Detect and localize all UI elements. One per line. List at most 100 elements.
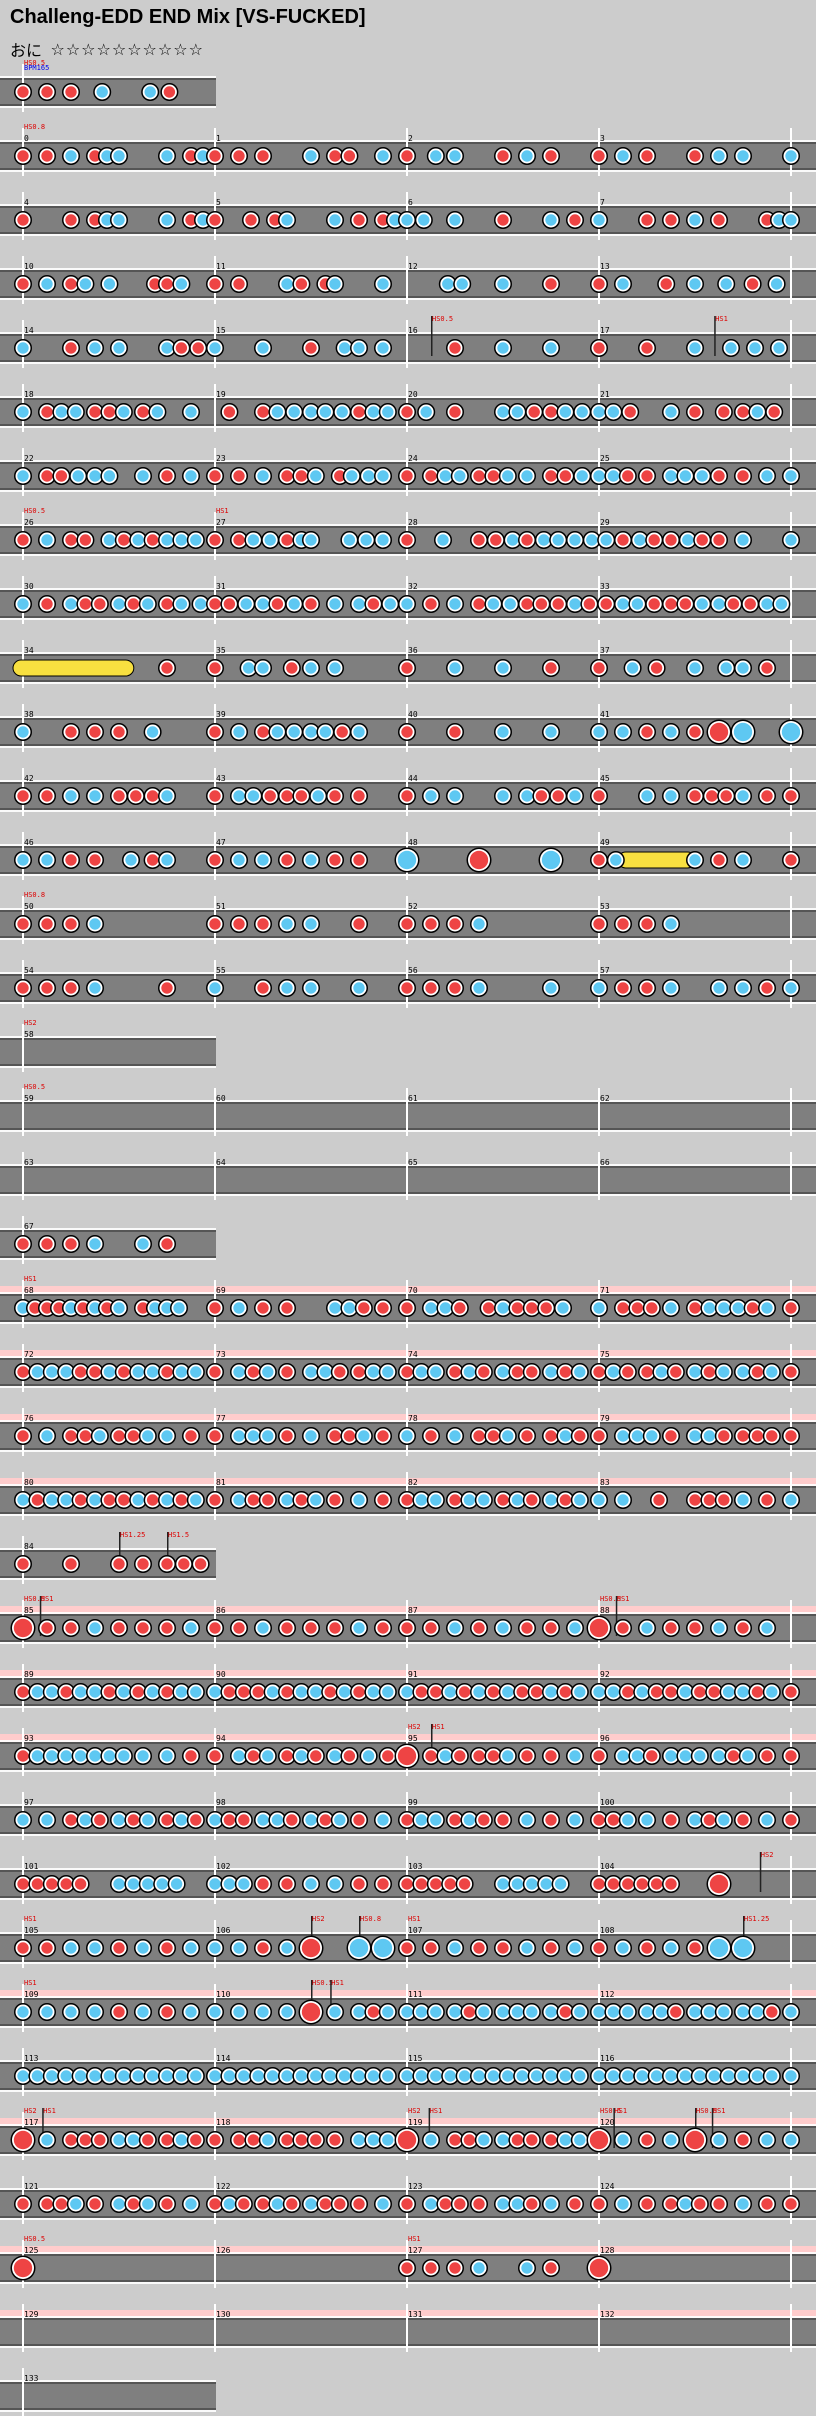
- chart-row-7-katsu-note: [65, 598, 77, 610]
- chart-row-26-bar-number: 97: [24, 1798, 34, 1807]
- chart-row-13-katsu-note: [665, 982, 677, 994]
- chart-row-23-don-note: [113, 1622, 125, 1634]
- chart-row-7-katsu-note: [142, 598, 154, 610]
- chart-row-32-don-note: [127, 2198, 140, 2210]
- chart-row-5-don-note: [295, 470, 308, 482]
- chart-row-27-katsu-note: [511, 1878, 524, 1890]
- chart-row-17-katsu-note: [89, 1238, 101, 1250]
- chart-row-24-don-note: [622, 1686, 634, 1698]
- chart-row-3-bar-number: 16: [408, 326, 418, 335]
- chart-row-18-bar-number: 70: [408, 1286, 418, 1295]
- chart-row-28-don-note: [301, 1938, 321, 1958]
- chart-row-25-katsu-note: [118, 1750, 130, 1762]
- chart-row-11-bar-number: 48: [408, 838, 418, 847]
- chart-row-21-don-note: [118, 1494, 130, 1506]
- chart-row-27-katsu-note: [497, 1878, 509, 1890]
- chart-row-27-bar-number: 102: [216, 1862, 231, 1871]
- chart-row-24-don-note: [650, 1686, 663, 1698]
- chart-row-18-don-note: [526, 1302, 538, 1314]
- chart-row-15-bar-line: [22, 1088, 24, 1136]
- chart-row-21-bar-number: 82: [408, 1478, 418, 1487]
- chart-row-1-katsu-note: [197, 214, 209, 226]
- chart-row-25-don-note: [521, 1750, 533, 1762]
- chart-row-24-don-note: [708, 1686, 720, 1698]
- chart-row-26-don-note: [65, 1814, 77, 1826]
- chart-row-4-don-note: [353, 406, 365, 418]
- chart-row-19-don-note: [281, 1366, 293, 1378]
- chart-row-32-katsu-note: [113, 2198, 125, 2210]
- chart-row-21-don-note: [449, 1494, 461, 1506]
- chart-row-27-don-note: [430, 1878, 442, 1890]
- chart-row-5-katsu-note: [593, 470, 605, 482]
- chart-row-27-don-note: [353, 1878, 365, 1890]
- chart-row-30-katsu-note: [310, 2070, 322, 2082]
- chart-row-12-katsu-note: [473, 918, 485, 930]
- chart-row-11-don-note: [593, 854, 605, 866]
- chart-row-30-katsu-note: [60, 2070, 72, 2082]
- chart-row-26-don-note: [478, 1814, 490, 1826]
- chart-row-18-don-note: [377, 1302, 389, 1314]
- chart-row-23-katsu-note: [497, 1622, 509, 1634]
- chart-row-31-katsu-note: [785, 2134, 797, 2146]
- chart-row-15-bar-number: 60: [216, 1094, 226, 1103]
- chart-row-28-katsu-note: [569, 1942, 581, 1954]
- chart-row-28-bar-number: 108: [600, 1926, 615, 1935]
- chart-row-10-bar-number: 45: [600, 774, 610, 783]
- chart-row-19-katsu-note: [415, 1366, 428, 1378]
- chart-row-28-label: HS1: [24, 1915, 37, 1923]
- chart-row-0-label: HS0.8: [24, 123, 45, 131]
- chart-row-3-katsu-note: [17, 342, 29, 354]
- chart-row-3-katsu-note: [338, 342, 351, 354]
- chart-row-24-katsu-note: [679, 1686, 692, 1698]
- chart-row-24-katsu-note: [545, 1686, 557, 1698]
- chart-row-11-katsu-note: [397, 850, 417, 870]
- chart-row-19-don-note: [703, 1366, 716, 1378]
- chart-row-30-katsu-note: [607, 2070, 620, 2082]
- chart-row-31-katsu-note: [262, 2134, 274, 2146]
- header-row-don-note: [17, 86, 29, 98]
- chart-row-4-katsu-note: [288, 406, 300, 418]
- chart-row-7-don-note: [535, 598, 548, 610]
- chart-row-25-katsu-note: [569, 1750, 581, 1762]
- chart-row-24-katsu-note: [607, 1686, 620, 1698]
- chart-row-31-don-note: [329, 2134, 341, 2146]
- chart-row-32-katsu-note: [185, 2198, 197, 2210]
- chart-row-33-bar-number: 128: [600, 2246, 615, 2255]
- chart-row-30-katsu-note: [74, 2070, 87, 2082]
- chart-row-19-katsu-note: [262, 1366, 274, 1378]
- chart-row-23-katsu-note: [257, 1622, 269, 1634]
- chart-row-32-don-note: [473, 2198, 485, 2210]
- chart-row-28-katsu-note: [665, 1942, 677, 1954]
- chart-row-32-don-note: [161, 2198, 173, 2210]
- chart-row-33-don-note: [545, 2262, 557, 2274]
- chart-row-24-don-note: [252, 1686, 264, 1698]
- chart-row-12-don-note: [257, 918, 269, 930]
- chart-row-23-don-note: [233, 1622, 245, 1634]
- chart-row-4-don-note: [624, 406, 636, 418]
- chart-row-24-don-note: [281, 1686, 293, 1698]
- chart-row-4-katsu-note: [511, 406, 524, 418]
- chart-row-32-don-note: [334, 2198, 346, 2210]
- chart-row-5-katsu-note: [761, 470, 773, 482]
- chart-row-19-katsu-note: [718, 1366, 730, 1378]
- chart-row-30-katsu-note: [636, 2070, 648, 2082]
- chart-row-0-don-note: [89, 150, 101, 162]
- chart-row-31-don-note: [397, 2130, 417, 2150]
- chart-row-21-don-note: [377, 1494, 389, 1506]
- chart-row-31-katsu-note: [497, 2134, 509, 2146]
- chart-row-26-don-note: [449, 1814, 461, 1826]
- chart-row-6-don-note: [648, 534, 660, 546]
- chart-row-11-katsu-note: [689, 854, 701, 866]
- chart-row-6-bar-number: 26: [24, 518, 34, 527]
- chart-row-11-katsu-note: [541, 850, 561, 870]
- chart-row-4-katsu-note: [305, 406, 317, 418]
- chart-row-24-bar-number: 89: [24, 1670, 34, 1679]
- chart-row-24-katsu-note: [593, 1686, 605, 1698]
- chart-row-31-don-note: [526, 2134, 538, 2146]
- chart-row-20-don-note: [521, 1430, 533, 1442]
- chart-row-28-katsu-note: [521, 1942, 533, 1954]
- chart-row-18-katsu-note: [761, 1302, 773, 1314]
- chart-row-28-katsu-note: [349, 1938, 369, 1958]
- chart-row-5-don-note: [233, 470, 245, 482]
- chart-row-9-katsu-note: [545, 726, 557, 738]
